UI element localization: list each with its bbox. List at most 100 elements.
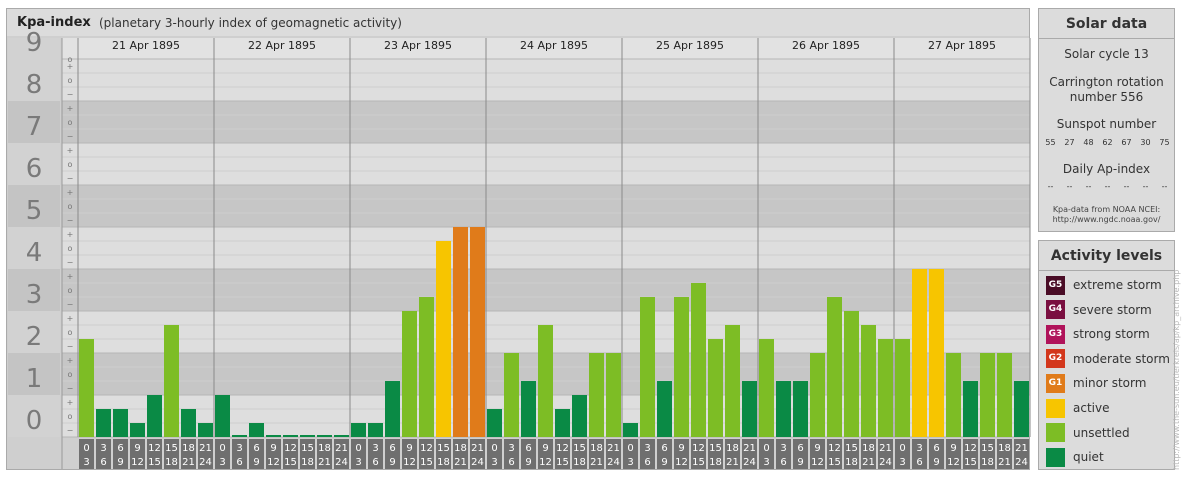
- activity-level-label: extreme storm: [1073, 278, 1162, 292]
- hour-label-start: 6: [797, 443, 803, 454]
- hour-label-start: 0: [219, 443, 225, 454]
- sunspot-value: 48: [1083, 138, 1094, 147]
- kp-bar: [640, 297, 655, 437]
- activity-level-row: quiet: [1046, 447, 1104, 467]
- ap-index-value: --: [1066, 182, 1073, 191]
- hour-label-box: [130, 439, 145, 469]
- carrington-rotation-number: number 556: [1069, 90, 1144, 104]
- hour-label-box: [572, 439, 587, 469]
- ap-index-value: --: [1085, 182, 1092, 191]
- hour-label-box: [878, 439, 893, 469]
- activity-level-label: moderate storm: [1073, 351, 1170, 366]
- hour-label-start: 12: [828, 443, 841, 454]
- kp-bar: [674, 297, 689, 437]
- solar-data-panel: Solar data Solar cycle 13 Carrington rot…: [1038, 8, 1175, 232]
- kp-bar: [963, 381, 978, 437]
- y-subtick-label: +: [67, 146, 74, 155]
- y-subtick-label: −: [67, 258, 74, 267]
- hour-label-end: 6: [644, 457, 650, 468]
- kp-bar: [776, 381, 791, 437]
- hour-label-box: [623, 439, 638, 469]
- activity-level-swatch: [1046, 398, 1065, 418]
- kp-bar: [317, 435, 332, 437]
- y-band-label-0: [8, 395, 60, 437]
- hour-label-box: [113, 439, 128, 469]
- kp-bar: [912, 269, 927, 437]
- hour-label-box: [385, 439, 400, 469]
- sunspot-value: 55: [1045, 138, 1056, 147]
- hour-label-end: 6: [236, 457, 242, 468]
- y-band-label-7: [8, 101, 60, 143]
- hour-label-end: 3: [355, 457, 361, 468]
- hour-label-box: [215, 439, 230, 469]
- hour-label-start: 9: [678, 443, 684, 454]
- chart-subtitle: (planetary 3-hourly index of geomagnetic…: [99, 16, 402, 30]
- day-label: 25 Apr 1895: [656, 39, 724, 52]
- hour-label-start: 6: [389, 443, 395, 454]
- hour-label-end: 12: [675, 457, 688, 468]
- data-credit-url[interactable]: http://www.ngdc.noaa.gov/: [1052, 215, 1161, 224]
- hour-label-start: 12: [692, 443, 705, 454]
- hour-label-start: 0: [899, 443, 905, 454]
- chart-title-bar: Kpa-index (planetary 3-hourly index of g…: [7, 9, 1029, 36]
- hour-label-end: 15: [420, 457, 433, 468]
- activity-levels-title: Activity levels: [1039, 241, 1174, 271]
- y-band-label-5: [8, 185, 60, 227]
- ap-index-label: Daily Ap-index: [1062, 162, 1151, 176]
- hour-label-box: [317, 439, 332, 469]
- ap-index-value: --: [1123, 182, 1130, 191]
- activity-level-row: active: [1046, 398, 1109, 418]
- hour-label-end: 9: [389, 457, 395, 468]
- y-tick-label: 3: [26, 280, 43, 310]
- kp-bar: [215, 395, 230, 437]
- y-tick-label: 1: [26, 364, 43, 394]
- hour-label-start: 3: [644, 443, 650, 454]
- hour-label-box: [844, 439, 859, 469]
- hour-label-start: 15: [709, 443, 722, 454]
- kp-bar: [725, 324, 740, 437]
- solar-cycle: Solar cycle 13: [1064, 47, 1149, 61]
- y-subtick-label: −: [67, 342, 74, 351]
- hour-label-start: 12: [964, 443, 977, 454]
- activity-level-swatch: G1: [1046, 373, 1065, 393]
- hour-label-start: 9: [134, 443, 140, 454]
- kp-bar: [844, 311, 859, 437]
- hour-label-end: 15: [828, 457, 841, 468]
- hour-label-box: [521, 439, 536, 469]
- hour-label-box: [1014, 439, 1029, 469]
- hour-label-box: [232, 439, 247, 469]
- y-subtick-label: −: [67, 300, 74, 309]
- hour-label-end: 18: [573, 457, 586, 468]
- activity-levels-panel: Activity levels G5 extreme storm G4 severe …: [1038, 240, 1175, 470]
- y-subtick-label: −: [67, 384, 74, 393]
- hour-label-end: 6: [100, 457, 106, 468]
- hour-label-end: 24: [1015, 457, 1028, 468]
- y-subtick-label: −: [67, 132, 74, 141]
- kp-bar: [385, 381, 400, 437]
- hour-label-end: 24: [335, 457, 348, 468]
- hour-label-box: [470, 439, 485, 469]
- hour-label-end: 12: [131, 457, 144, 468]
- kp-bar: [861, 324, 876, 437]
- y-tick-label: 5: [26, 196, 43, 226]
- sunspot-value: 62: [1102, 138, 1113, 147]
- kp-bar: [946, 353, 961, 437]
- hour-label-end: 12: [539, 457, 552, 468]
- hour-label-end: 18: [437, 457, 450, 468]
- hour-label-box: [589, 439, 604, 469]
- hour-label-start: 15: [981, 443, 994, 454]
- kp-bar: [895, 339, 910, 437]
- hour-label-end: 24: [879, 457, 892, 468]
- sunspot-value: 30: [1140, 138, 1151, 147]
- hour-label-start: 3: [236, 443, 242, 454]
- hour-label-start: 15: [165, 443, 178, 454]
- hour-label-end: 3: [627, 457, 633, 468]
- hour-label-end: 3: [763, 457, 769, 468]
- hour-label-box: [419, 439, 434, 469]
- day-header-strip: [62, 38, 1030, 59]
- hour-label-box: [368, 439, 383, 469]
- hour-label-end: 15: [284, 457, 297, 468]
- hour-label-box: [997, 439, 1012, 469]
- hour-label-end: 3: [83, 457, 89, 468]
